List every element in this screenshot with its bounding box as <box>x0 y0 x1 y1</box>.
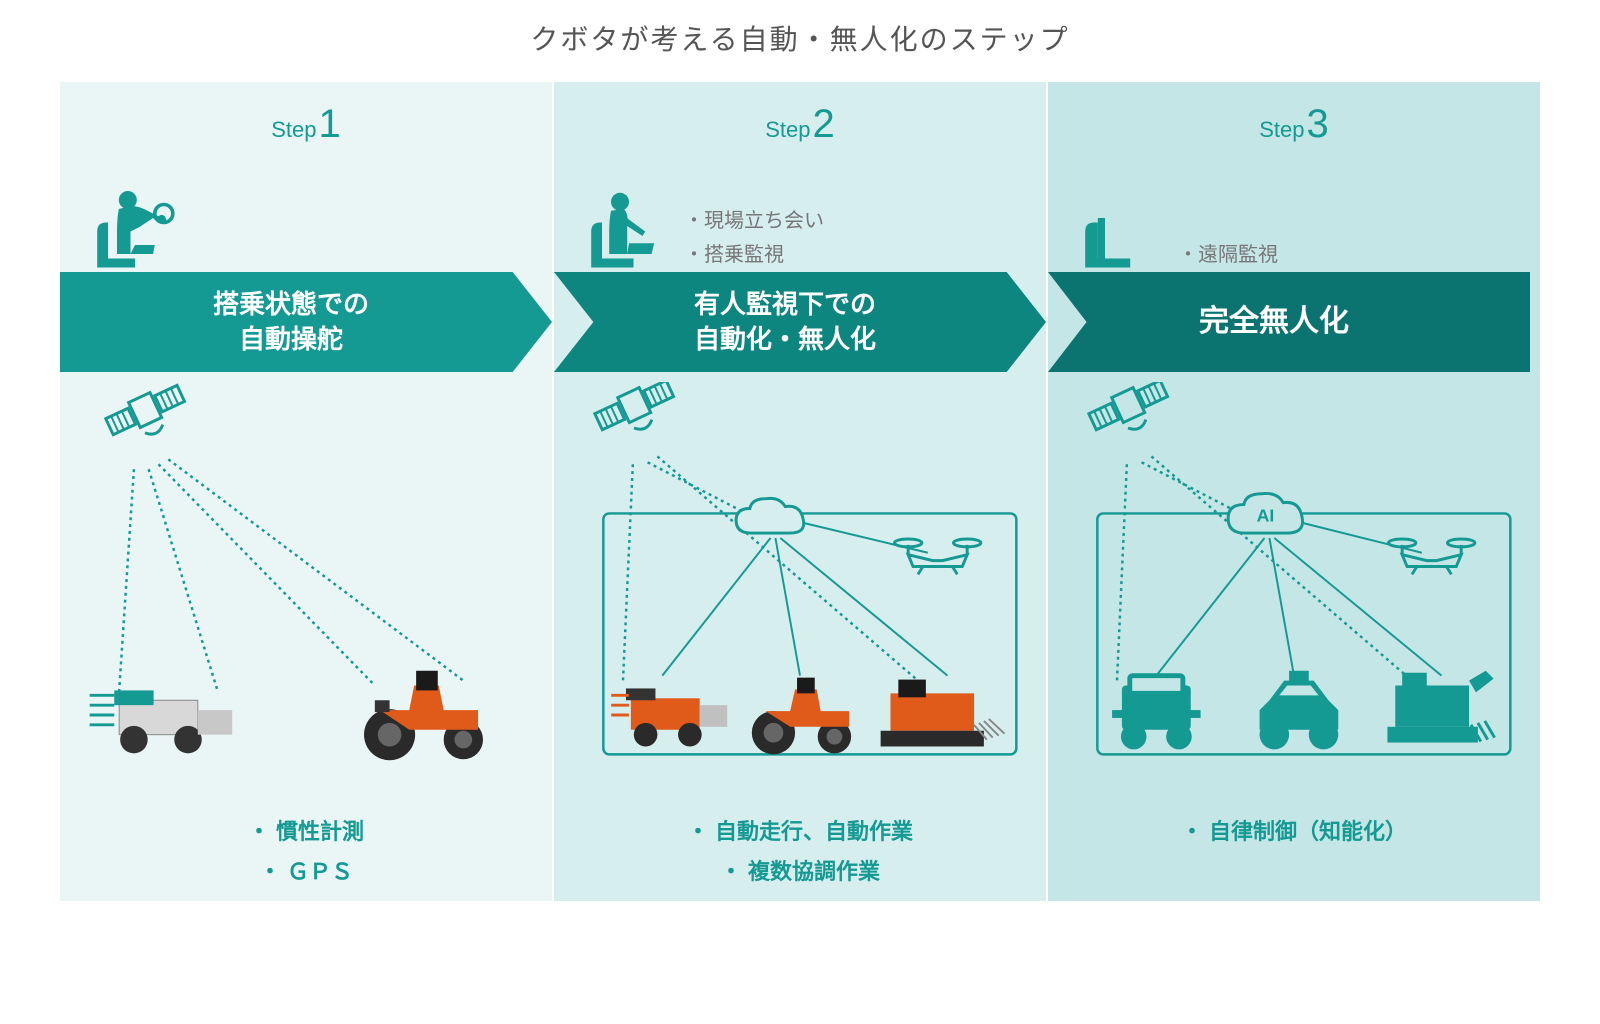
machine-combine-icon <box>881 680 1005 747</box>
step-3-notes: ・遠隔監視 <box>1178 238 1278 272</box>
step-3-diagram: AI <box>1058 382 1530 812</box>
band-text: 有人監視下での自動化・無人化 <box>684 287 916 357</box>
step-number: 2 <box>813 102 835 146</box>
steps-row: Step1 搭乗状態での自動操舵 <box>0 82 1600 901</box>
step-3-bullets: ・ 自律制御（知能化） <box>1058 812 1530 852</box>
machine-silhouette-icon <box>1260 671 1339 750</box>
step-2-diagram <box>564 382 1036 812</box>
machine-silhouette-icon <box>1387 671 1494 743</box>
band-text: 搭乗状態での自動操舵 <box>203 287 409 357</box>
machine-tractor-icon <box>364 671 483 760</box>
step-1-column: Step1 搭乗状態での自動操舵 <box>60 82 552 901</box>
machine-transplanter-icon <box>611 688 727 746</box>
step-1-diagram <box>70 382 542 812</box>
step-2-column: Step2 ・現場立ち会い ・搭乗監視 有人監視下での自動化・無人化 <box>554 82 1046 901</box>
satellite-icon <box>593 382 681 445</box>
bullet: ・ ＧＰＳ <box>70 852 542 892</box>
step-number: 3 <box>1307 102 1329 146</box>
step-number: 1 <box>319 102 341 146</box>
bullet: ・ 慣性計測 <box>70 812 542 852</box>
step-1-bullets: ・ 慣性計測 ・ ＧＰＳ <box>70 812 542 891</box>
note: ・遠隔監視 <box>1178 238 1278 272</box>
cloud-label: AI <box>1257 505 1275 525</box>
step-word: Step <box>271 117 316 142</box>
step-2-bullets: ・ 自動走行、自動作業 ・ 複数協調作業 <box>564 812 1036 891</box>
step-1-svg <box>70 382 542 812</box>
note: ・現場立ち会い <box>684 204 824 238</box>
bullet: ・ 複数協調作業 <box>564 852 1036 892</box>
drone-icon <box>894 539 981 574</box>
step-3-seat-row: ・遠隔監視 <box>1058 172 1530 272</box>
machine-silhouette-icon <box>1112 676 1201 750</box>
seat-with-observer-icon <box>584 182 674 272</box>
step-word: Step <box>1259 117 1304 142</box>
machine-tractor-icon <box>752 678 851 755</box>
step-2-band: 有人監視下での自動化・無人化 <box>554 272 1046 372</box>
step-2-svg <box>564 382 1036 812</box>
step-3-svg: AI <box>1058 382 1530 812</box>
step-word: Step <box>765 117 810 142</box>
band-text: 完全無人化 <box>1189 302 1389 343</box>
step-3-label: Step3 <box>1058 102 1530 152</box>
bullet: ・ 自動走行、自動作業 <box>564 812 1036 852</box>
step-2-seat-row: ・現場立ち会い ・搭乗監視 <box>564 172 1036 272</box>
step-2-label: Step2 <box>564 102 1036 152</box>
seat-with-driver-icon <box>90 182 180 272</box>
note: ・搭乗監視 <box>684 238 824 272</box>
step-1-band: 搭乗状態での自動操舵 <box>60 272 552 372</box>
step-3-band: 完全無人化 <box>1048 272 1530 372</box>
satellite-icon <box>1087 382 1175 445</box>
cloud-ai-icon: AI <box>1228 493 1302 533</box>
page-title: クボタが考える自動・無人化のステップ <box>0 0 1600 82</box>
step-1-label: Step1 <box>70 102 542 152</box>
bullet: ・ 自律制御（知能化） <box>1058 812 1530 852</box>
cloud-icon <box>736 498 804 533</box>
step-2-notes: ・現場立ち会い ・搭乗監視 <box>684 204 824 272</box>
drone-icon <box>1388 539 1475 574</box>
satellite-icon <box>104 382 192 450</box>
step-1-seat-row <box>70 172 542 272</box>
step-3-column: Step3 ・遠隔監視 完全無人化 <box>1048 82 1540 901</box>
empty-seat-icon <box>1078 182 1168 272</box>
machine-transplanter-icon <box>90 690 233 753</box>
